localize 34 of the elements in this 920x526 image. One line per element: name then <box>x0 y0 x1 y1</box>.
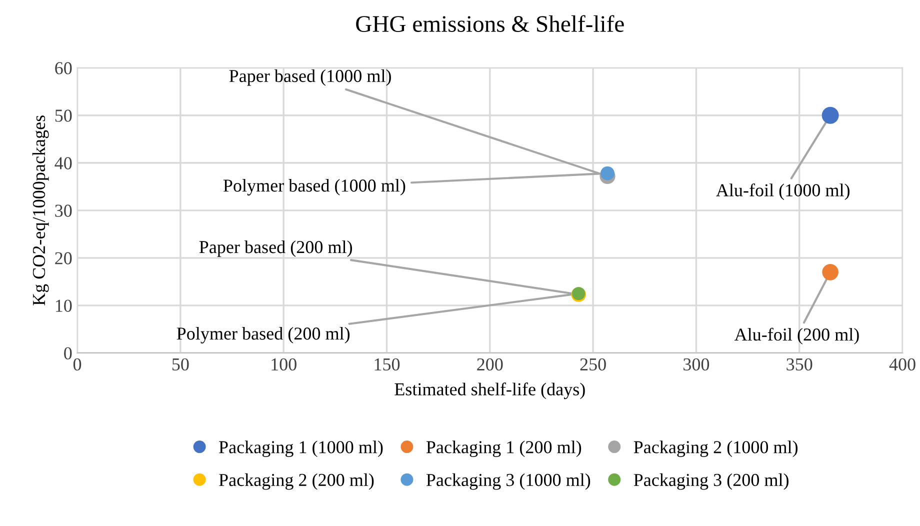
y-tick-label: 10 <box>56 300 72 312</box>
y-tick-label: 20 <box>55 252 72 264</box>
x-tick-label: 250 <box>580 358 606 371</box>
chart-title: GHG emissions & Shelf-life <box>356 15 624 32</box>
legend-label: Packaging 2 (200 ml) <box>219 473 374 490</box>
annotation: Alu-foil (1000 ml) <box>716 183 850 200</box>
x-tick-label: 100 <box>272 358 296 371</box>
y-tick-label: 50 <box>55 110 72 122</box>
y-axis-title: Kg CO2-eq/1000packages <box>32 116 49 306</box>
y-tick-label: 60 <box>55 62 72 74</box>
y-tick-label: 40 <box>54 157 72 170</box>
x-tick-label: 0 <box>73 358 82 371</box>
x-tick-label: 200 <box>477 358 503 371</box>
annotation: Alu-foil (200 ml) <box>734 328 859 344</box>
legend-label: Packaging 3 (1000 ml) <box>426 473 590 490</box>
x-tick-label: 150 <box>374 358 400 371</box>
y-tick-label: 0 <box>64 347 72 360</box>
point <box>822 264 838 280</box>
point <box>600 166 615 180</box>
x-tick-label: 300 <box>684 358 710 371</box>
annotation: Polymer based (1000 ml) <box>223 179 406 196</box>
x-axis-title: Estimated shelf-life (days) <box>394 382 585 400</box>
legend-label: Packaging 2 (1000 ml) <box>634 440 798 458</box>
annotation: Paper based (1000 ml) <box>229 69 391 86</box>
legend-label: Packaging 1 (1000 ml) <box>219 440 383 458</box>
x-tick-label: 50 <box>172 358 189 371</box>
x-tick-label: 350 <box>786 358 812 371</box>
legend-label: Packaging 1 (200 ml) <box>426 440 582 458</box>
legend-label: Packaging 3 (200 ml) <box>634 473 788 490</box>
point <box>822 106 839 124</box>
annotation: Polymer based (200 ml) <box>176 327 350 344</box>
y-tick-label: 30 <box>55 204 72 217</box>
x-tick-label: 400 <box>889 358 916 371</box>
annotation: Paper based (200 ml) <box>199 240 352 257</box>
